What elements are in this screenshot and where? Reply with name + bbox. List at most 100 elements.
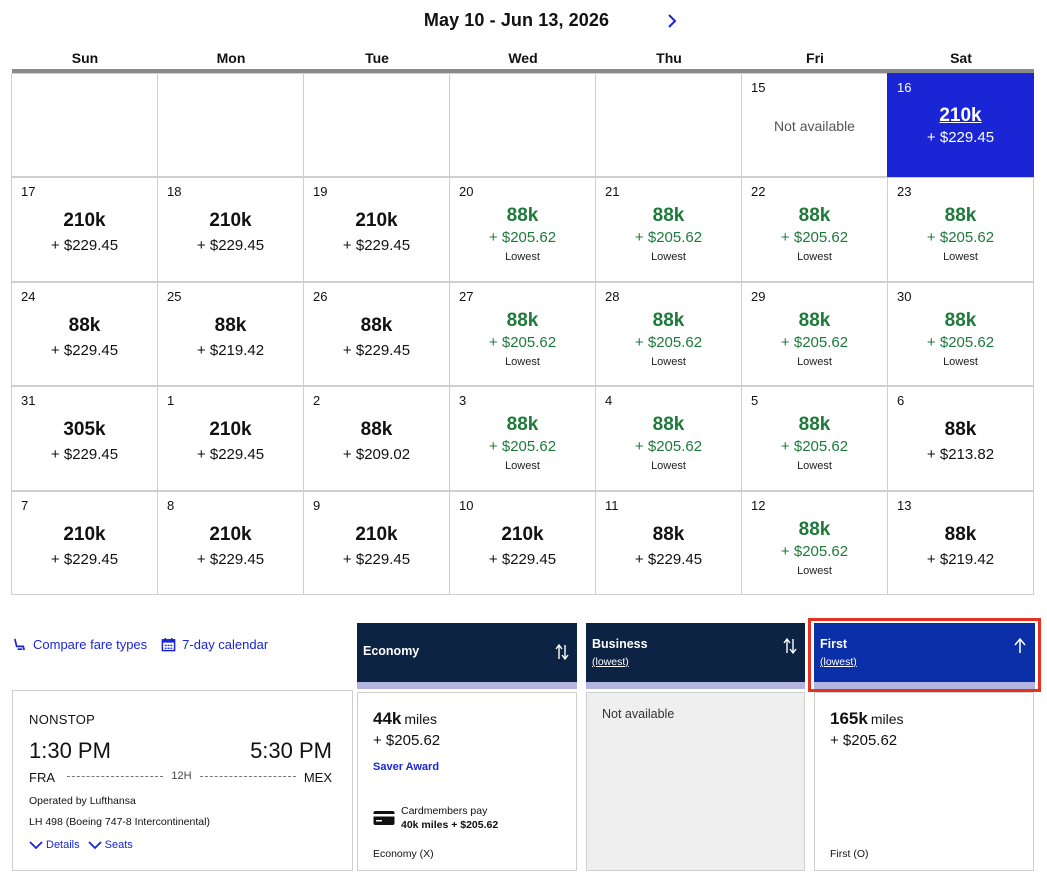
day-price: + $229.45 bbox=[50, 341, 119, 359]
calendar-day-cell[interactable]: 3 88k + $205.62 Lowest bbox=[449, 386, 596, 491]
not-available-label: Not available bbox=[774, 118, 855, 134]
day-price: + $229.45 bbox=[196, 446, 265, 464]
lowest-label: Lowest bbox=[651, 251, 686, 264]
fare-header-business[interactable]: Business (lowest) bbox=[586, 623, 805, 689]
fare-sub-label: (lowest) bbox=[592, 656, 629, 668]
calendar-day-cell[interactable]: 24 88k + $229.45 bbox=[11, 281, 158, 387]
compare-fare-types-link[interactable]: Compare fare types bbox=[12, 637, 147, 652]
flight-duration-line: 12H bbox=[67, 770, 296, 782]
calendar-links: Compare fare types 7-day calendar bbox=[12, 637, 268, 652]
calendar-day-cell[interactable]: 31 305k + $229.45 bbox=[11, 386, 158, 491]
calendar-day-cell[interactable]: 30 88k + $205.62 Lowest bbox=[887, 281, 1034, 387]
calendar-day-cell[interactable]: 21 88k + $205.62 Lowest bbox=[595, 177, 742, 282]
calendar-day-cell[interactable]: 2 88k + $209.02 bbox=[303, 386, 450, 491]
fare-header-first[interactable]: First (lowest) bbox=[814, 623, 1035, 689]
calendar-day-cell[interactable]: 23 88k + $205.62 Lowest bbox=[887, 177, 1034, 282]
day-number: 15 bbox=[751, 80, 766, 95]
seats-toggle[interactable]: Seats bbox=[87, 839, 133, 851]
day-number: 9 bbox=[313, 497, 321, 513]
calendar-day-cell[interactable]: 27 88k + $205.62 Lowest bbox=[449, 281, 596, 387]
calendar-day-cell[interactable]: 20 88k + $205.62 Lowest bbox=[449, 177, 596, 282]
day-miles: 210k bbox=[209, 210, 252, 232]
day-miles: 88k bbox=[798, 518, 831, 540]
day-number: 16 bbox=[897, 80, 912, 95]
calendar-day-cell[interactable]: 12 88k + $205.62 Lowest bbox=[741, 490, 888, 595]
day-price: + $205.62 bbox=[634, 438, 703, 456]
lowest-label: Lowest bbox=[797, 564, 832, 577]
calendar-day-cell[interactable]: 28 88k + $205.62 Lowest bbox=[595, 281, 742, 387]
flight-actions: Details Seats bbox=[29, 839, 133, 851]
day-price: + $229.45 bbox=[488, 550, 557, 568]
day-number: 2 bbox=[313, 393, 321, 409]
day-miles: 88k bbox=[944, 309, 977, 331]
cardmembers-label: Cardmembers pay bbox=[401, 805, 488, 817]
day-miles: 210k bbox=[501, 523, 544, 545]
calendar-day-cell[interactable]: 5 88k + $205.62 Lowest bbox=[741, 386, 888, 491]
day-miles: 88k bbox=[360, 314, 393, 336]
calendar-day-cell bbox=[595, 73, 742, 178]
next-month-button[interactable] bbox=[660, 8, 684, 34]
day-price: + $205.62 bbox=[780, 333, 849, 351]
calendar-day-cell[interactable]: 22 88k + $205.62 Lowest bbox=[741, 177, 888, 282]
lowest-label: Lowest bbox=[505, 460, 540, 473]
calendar-day-cell bbox=[449, 73, 596, 178]
seven-day-calendar-link[interactable]: 7-day calendar bbox=[161, 637, 268, 652]
day-price: + $219.42 bbox=[926, 550, 995, 568]
fare-card-economy[interactable]: 44k miles + $205.62 Saver Award Cardmembe… bbox=[357, 692, 577, 871]
lowest-label: Lowest bbox=[505, 251, 540, 264]
flight-summary-card: NONSTOP 1:30 PM 5:30 PM FRA 12H MEX Oper… bbox=[12, 690, 353, 871]
calendar-day-cell[interactable]: 8 210k + $229.45 bbox=[157, 490, 304, 595]
day-price: + $229.45 bbox=[342, 550, 411, 568]
fare-card-business: Not available bbox=[586, 692, 805, 871]
calendar-day-cell[interactable]: 11 88k + $229.45 bbox=[595, 490, 742, 595]
day-price: + $213.82 bbox=[926, 446, 995, 464]
day-price: + $219.42 bbox=[196, 341, 265, 359]
fare-header-economy[interactable]: Economy bbox=[357, 623, 577, 689]
day-miles: 210k bbox=[209, 419, 252, 441]
day-price: + $229.45 bbox=[50, 446, 119, 464]
day-miles: 88k bbox=[506, 414, 539, 436]
flight-number: LH 498 (Boeing 747-8 Intercontinental) bbox=[29, 816, 210, 828]
day-miles: 88k bbox=[652, 523, 685, 545]
day-number: 3 bbox=[459, 393, 467, 409]
seats-label: Seats bbox=[104, 839, 133, 851]
day-price: + $209.02 bbox=[342, 446, 411, 464]
calendar-day-cell[interactable]: 13 88k + $219.42 bbox=[887, 490, 1034, 595]
day-miles: 210k bbox=[63, 523, 106, 545]
details-toggle[interactable]: Details bbox=[29, 839, 80, 851]
weekday-label: Tue bbox=[365, 50, 389, 66]
lowest-label: Lowest bbox=[943, 355, 978, 368]
calendar-day-cell[interactable]: 7 210k + $229.45 bbox=[11, 490, 158, 595]
destination-airport: MEX bbox=[303, 770, 332, 785]
calendar-day-cell bbox=[303, 73, 450, 178]
fare-code: Economy (X) bbox=[373, 848, 434, 860]
fare-card-first[interactable]: 165k miles + $205.62 First (O) bbox=[814, 692, 1034, 871]
weekday-label: Sat bbox=[950, 50, 972, 66]
calendar-day-cell[interactable]: 4 88k + $205.62 Lowest bbox=[595, 386, 742, 491]
sort-icon bbox=[783, 637, 797, 655]
seat-icon bbox=[13, 638, 26, 651]
calendar-day-cell[interactable]: 9 210k + $229.45 bbox=[303, 490, 450, 595]
calendar-day-cell[interactable]: 6 88k + $213.82 bbox=[887, 386, 1034, 491]
day-number: 7 bbox=[21, 497, 29, 513]
calendar-day-cell[interactable]: 16 210k + $229.45 bbox=[887, 73, 1034, 178]
chevron-down-icon bbox=[29, 840, 43, 849]
calendar-day-cell[interactable]: 1 210k + $229.45 bbox=[157, 386, 304, 491]
day-price: + $229.45 bbox=[196, 237, 265, 255]
fare-name: Economy bbox=[363, 644, 420, 658]
weekday-label: Mon bbox=[216, 50, 246, 66]
calendar-day-cell[interactable]: 29 88k + $205.62 Lowest bbox=[741, 281, 888, 387]
day-number: 5 bbox=[751, 393, 759, 409]
calendar-day-cell[interactable]: 17 210k + $229.45 bbox=[11, 177, 158, 282]
calendar-day-cell[interactable]: 10 210k + $229.45 bbox=[449, 490, 596, 595]
calendar-day-cell[interactable]: 18 210k + $229.45 bbox=[157, 177, 304, 282]
calendar-day-cell[interactable]: 26 88k + $229.45 bbox=[303, 281, 450, 387]
credit-card-icon bbox=[373, 811, 395, 825]
day-miles: 88k bbox=[798, 309, 831, 331]
fare-code: First (O) bbox=[830, 848, 869, 860]
calendar-day-cell[interactable]: 25 88k + $219.42 bbox=[157, 281, 304, 387]
sort-icon bbox=[555, 643, 569, 661]
day-number: 13 bbox=[897, 497, 912, 513]
day-price: + $229.45 bbox=[634, 550, 703, 568]
calendar-day-cell[interactable]: 19 210k + $229.45 bbox=[303, 177, 450, 282]
